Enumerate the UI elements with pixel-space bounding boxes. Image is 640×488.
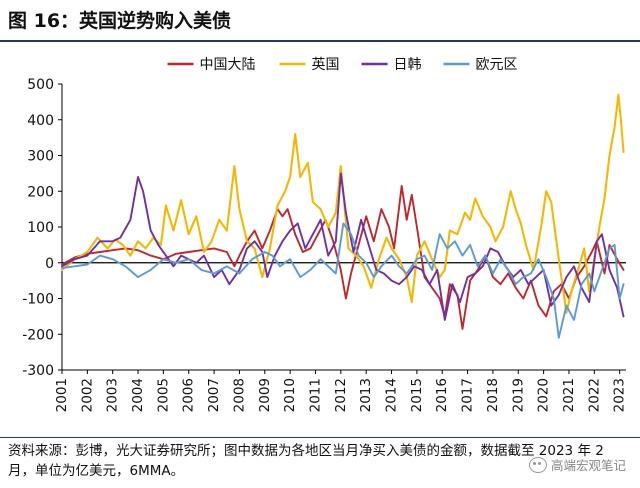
x-tick-label: 2021 (561, 378, 577, 412)
x-tick-label: 2006 (181, 378, 197, 412)
x-tick-label: 2008 (231, 378, 247, 412)
x-tick-label: 2014 (384, 378, 400, 412)
y-tick-label: -100 (22, 292, 54, 308)
series-line-1 (61, 184, 625, 330)
series-line-3 (61, 172, 625, 321)
y-tick-label: -200 (22, 327, 54, 343)
line-chart: -300 -200 -100 0 100 200 300 400 500 2001 2002 2003… (22, 56, 628, 412)
x-tick-label: 2011 (307, 378, 323, 412)
x-tick-label: 2003 (105, 378, 121, 412)
x-tick-label: 2020 (536, 378, 552, 412)
x-tick-label: 2016 (434, 378, 450, 412)
y-tick-label: 100 (27, 220, 54, 236)
wechat-icon (528, 456, 547, 473)
x-tick-label: 2005 (155, 378, 171, 412)
x-tick-label: 2013 (358, 378, 374, 412)
series-line-4 (61, 222, 625, 339)
footer-divider (0, 437, 640, 438)
x-tick-label: 2007 (206, 378, 222, 412)
x-tick-label: 2017 (460, 378, 476, 412)
x-tick-label: 2015 (409, 378, 425, 412)
y-tick-label: -300 (22, 363, 54, 379)
x-tick-label: 2012 (333, 378, 349, 412)
x-tick-label: 2004 (130, 378, 146, 412)
y-tick-label: 300 (27, 149, 54, 165)
y-tick-label: 0 (45, 256, 54, 272)
legend-label-3: 日韩 (394, 57, 422, 73)
x-tick-label: 2023 (612, 378, 628, 412)
x-tick-label: 2019 (510, 378, 526, 412)
legend-label-2: 英国 (312, 56, 340, 73)
legend-label-4: 欧元区 (476, 57, 518, 73)
x-tick-label: 2001 (54, 378, 70, 412)
series-line-2 (60, 93, 625, 314)
x-tick-label: 2009 (257, 378, 273, 412)
x-tick-label: 2010 (282, 378, 298, 412)
x-tick-label: 2022 (586, 378, 602, 412)
x-tick-label: 2018 (485, 378, 501, 412)
legend-label-1: 中国大陆 (200, 57, 256, 73)
source-note: 资料来源：彭博，光大证券研究所；图中数据为各地区当月净买入美债的金额，数据截至 … (8, 443, 604, 479)
y-tick-label: 400 (27, 113, 54, 129)
watermark-text: 高端宏观笔记 (550, 458, 626, 473)
x-tick-label: 2002 (79, 378, 95, 412)
y-tick-label: 500 (27, 77, 54, 93)
watermark: 高端宏观笔记 (528, 455, 626, 474)
figure-header: 图 16：英国逆势购入美债 (0, 0, 640, 42)
y-tick-label: 200 (27, 184, 54, 200)
figure-title: 图 16：英国逆势购入美债 (8, 10, 232, 32)
